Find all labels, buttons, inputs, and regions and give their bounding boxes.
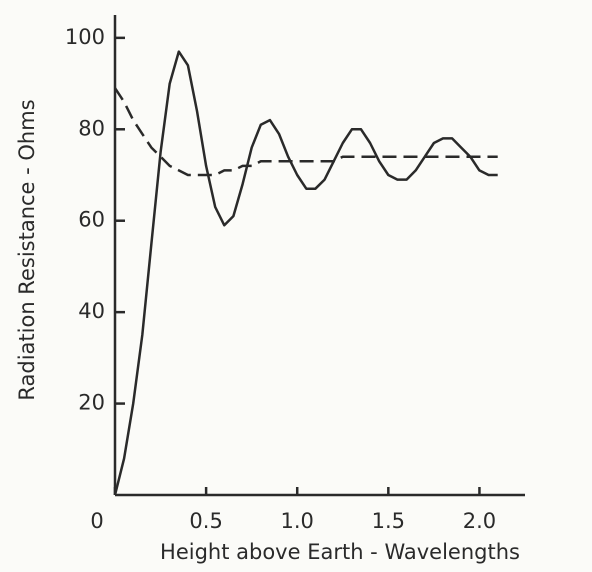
- x-axis-title: Height above Earth - Wavelengths: [160, 540, 520, 564]
- line-series: [113, 87, 498, 177]
- x-tick-label: 1.0: [281, 509, 314, 533]
- x-tick-label: 1.5: [372, 509, 405, 533]
- y-tick-label: 80: [78, 116, 105, 140]
- y-axis-title: Radiation Resistance - Ohms: [15, 99, 39, 400]
- x-tick-label: 0: [90, 509, 103, 533]
- x-tick-label: 2.0: [463, 509, 496, 533]
- line-series: [113, 50, 498, 496]
- x-tick-label: 0.5: [189, 509, 222, 533]
- y-tick-label: 100: [65, 25, 105, 49]
- y-tick-label: 40: [78, 299, 105, 323]
- y-tick-label: 60: [78, 208, 105, 232]
- y-tick-label: 20: [78, 391, 105, 415]
